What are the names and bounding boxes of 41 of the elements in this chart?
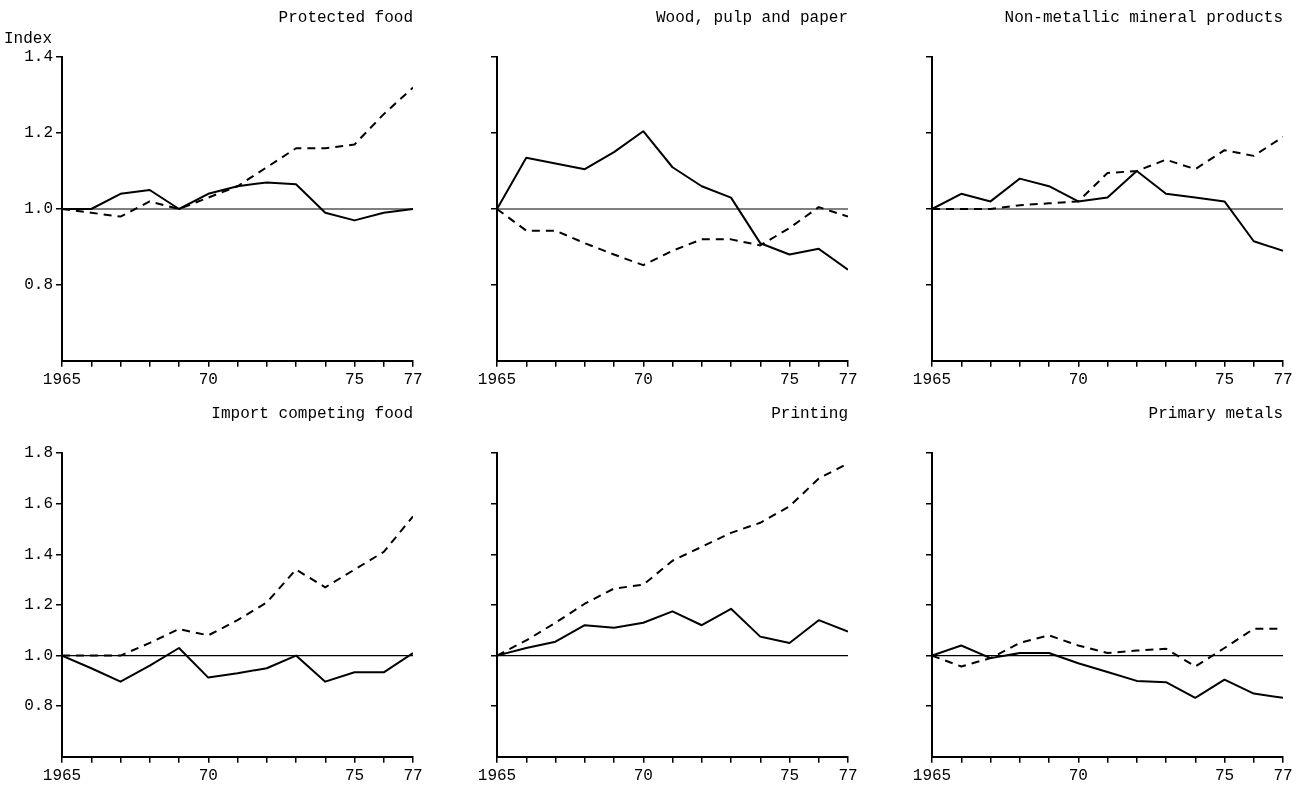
y-axis-title: Index [4,30,53,49]
y-tick-label: 0.8 [24,276,53,295]
y-tick-label: 1.6 [24,495,53,514]
y-tick-label: 1.4 [24,545,53,564]
x-tick-label: 77 [838,766,858,785]
x-tick-label: 77 [1273,370,1293,389]
x-tick-label: 70 [198,766,218,785]
x-tick-label: 77 [403,370,423,389]
x-tick-label: 75 [344,766,365,785]
chart-title: Wood, pulp and paper [655,8,848,27]
x-tick-label: 75 [1214,766,1235,785]
y-tick-label: 1.2 [24,596,53,615]
x-tick-label: 75 [779,766,800,785]
y-tick-label: 1.2 [24,124,53,143]
y-tick-label: 1.4 [24,48,53,67]
chart-title: Non-metallic mineral products [1004,8,1283,27]
x-tick-label: 70 [633,370,653,389]
x-tick-label: 77 [403,766,423,785]
x-tick-label: 1965 [912,370,952,389]
x-tick-label: 70 [1068,766,1088,785]
x-tick-label: 70 [633,766,653,785]
x-tick-label: 1965 [477,766,517,785]
chart-title: Protected food [278,8,413,27]
chart-title: Import competing food [211,404,413,423]
x-tick-label: 77 [838,370,858,389]
x-tick-label: 1965 [42,766,82,785]
y-tick-label: 1.8 [24,444,53,463]
x-tick-label: 75 [779,370,800,389]
x-tick-label: 70 [198,370,218,389]
y-tick-label: 1.0 [24,200,53,219]
x-tick-label: 75 [1214,370,1235,389]
y-tick-label: 1.0 [24,646,53,665]
chart-title: Printing [771,404,848,423]
x-tick-label: 1965 [912,766,952,785]
x-tick-label: 70 [1068,370,1088,389]
x-tick-label: 1965 [42,370,82,389]
x-tick-label: 77 [1273,766,1293,785]
y-tick-label: 0.8 [24,697,53,716]
x-tick-label: 1965 [477,370,517,389]
x-tick-label: 75 [344,370,365,389]
chart-title: Primary metals [1148,404,1283,423]
